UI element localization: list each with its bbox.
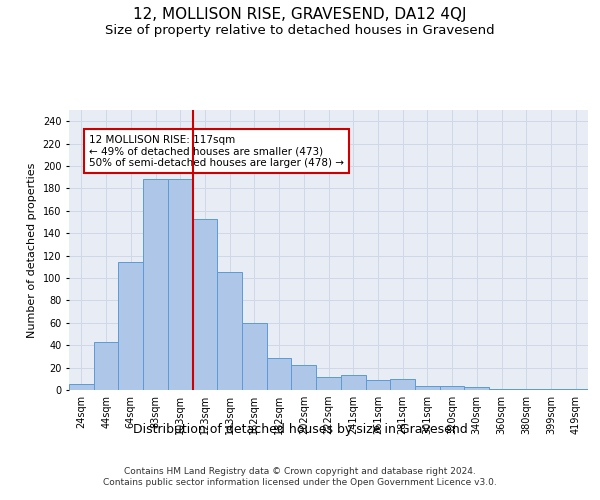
Bar <box>489 389 514 390</box>
Bar <box>341 376 365 390</box>
Bar <box>193 218 217 390</box>
Bar <box>69 384 94 390</box>
Bar <box>365 380 390 390</box>
Bar <box>464 386 489 390</box>
Bar <box>143 180 168 390</box>
Text: Distribution of detached houses by size in Gravesend: Distribution of detached houses by size … <box>133 422 467 436</box>
Bar <box>440 386 464 390</box>
Text: Contains HM Land Registry data © Crown copyright and database right 2024.
Contai: Contains HM Land Registry data © Crown c… <box>103 468 497 487</box>
Text: 12, MOLLISON RISE, GRAVESEND, DA12 4QJ: 12, MOLLISON RISE, GRAVESEND, DA12 4QJ <box>133 8 467 22</box>
Bar <box>390 379 415 390</box>
Bar <box>217 272 242 390</box>
Bar <box>514 389 539 390</box>
Bar <box>267 358 292 390</box>
Bar <box>316 376 341 390</box>
Bar <box>242 323 267 390</box>
Text: 12 MOLLISON RISE: 117sqm
← 49% of detached houses are smaller (473)
50% of semi-: 12 MOLLISON RISE: 117sqm ← 49% of detach… <box>89 134 344 168</box>
Bar <box>539 389 563 390</box>
Bar <box>292 366 316 390</box>
Text: Size of property relative to detached houses in Gravesend: Size of property relative to detached ho… <box>105 24 495 37</box>
Bar <box>563 389 588 390</box>
Bar <box>94 342 118 390</box>
Bar <box>415 386 440 390</box>
Bar <box>168 180 193 390</box>
Bar <box>118 262 143 390</box>
Y-axis label: Number of detached properties: Number of detached properties <box>27 162 37 338</box>
